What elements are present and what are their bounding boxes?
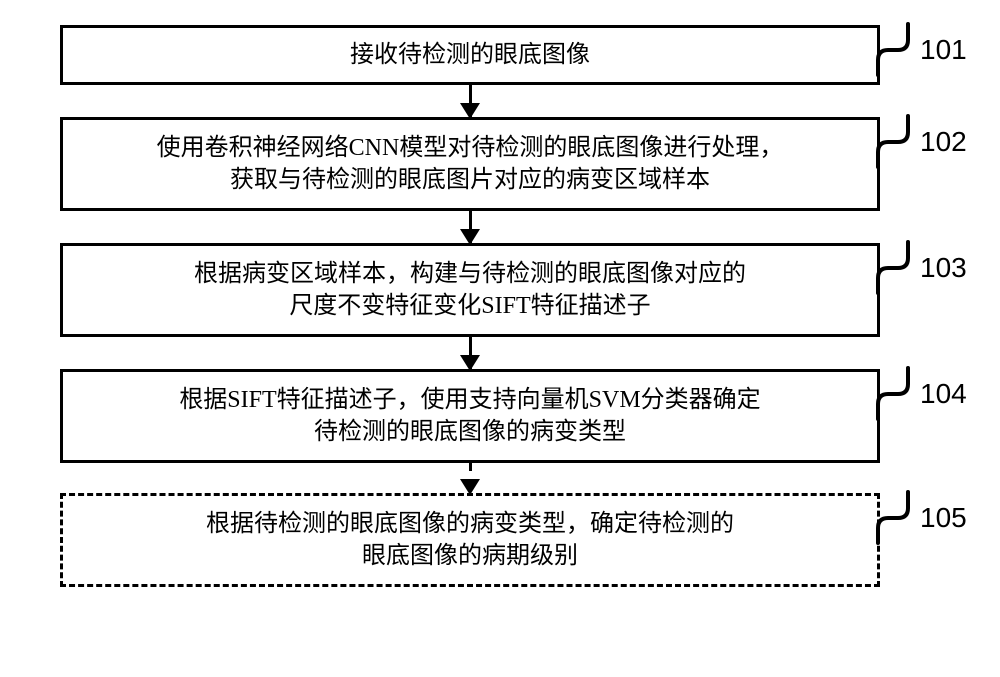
step-text-105: 根据待检测的眼底图像的病变类型，确定待检测的 眼底图像的病期级别 — [206, 508, 734, 573]
label-bracket-105: 105 — [876, 490, 967, 545]
bracket-icon — [876, 22, 916, 77]
bracket-icon — [876, 114, 916, 169]
connector-101-102 — [60, 85, 880, 117]
step-label-104: 104 — [920, 378, 967, 410]
step-label-102: 102 — [920, 126, 967, 158]
step-label-101: 101 — [920, 34, 967, 66]
step-box-102: 使用卷积神经网络CNN模型对待检测的眼底图像进行处理， 获取与待检测的眼底图片对… — [60, 117, 880, 211]
step-text-104: 根据SIFT特征描述子，使用支持向量机SVM分类器确定 待检测的眼底图像的病变类… — [179, 384, 760, 449]
step-text-101: 接收待检测的眼底图像 — [350, 39, 590, 71]
step-label-103: 103 — [920, 252, 967, 284]
label-bracket-104: 104 — [876, 366, 967, 421]
connector-102-103 — [60, 211, 880, 243]
step-label-105: 105 — [920, 502, 967, 534]
step-box-101: 接收待检测的眼底图像 — [60, 25, 880, 85]
flowchart-container: 接收待检测的眼底图像 使用卷积神经网络CNN模型对待检测的眼底图像进行处理， 获… — [60, 25, 880, 587]
step-text-103: 根据病变区域样本，构建与待检测的眼底图像对应的 尺度不变特征变化SIFT特征描述… — [194, 258, 746, 323]
step-box-104: 根据SIFT特征描述子，使用支持向量机SVM分类器确定 待检测的眼底图像的病变类… — [60, 369, 880, 463]
bracket-icon — [876, 240, 916, 295]
step-text-102: 使用卷积神经网络CNN模型对待检测的眼底图像进行处理， 获取与待检测的眼底图片对… — [157, 132, 784, 197]
label-bracket-102: 102 — [876, 114, 967, 169]
label-bracket-103: 103 — [876, 240, 967, 295]
label-bracket-101: 101 — [876, 22, 967, 77]
connector-103-104 — [60, 337, 880, 369]
bracket-icon — [876, 490, 916, 545]
step-box-103: 根据病变区域样本，构建与待检测的眼底图像对应的 尺度不变特征变化SIFT特征描述… — [60, 243, 880, 337]
bracket-icon — [876, 366, 916, 421]
step-box-105: 根据待检测的眼底图像的病变类型，确定待检测的 眼底图像的病期级别 — [60, 493, 880, 587]
connector-104-105 — [60, 463, 880, 493]
